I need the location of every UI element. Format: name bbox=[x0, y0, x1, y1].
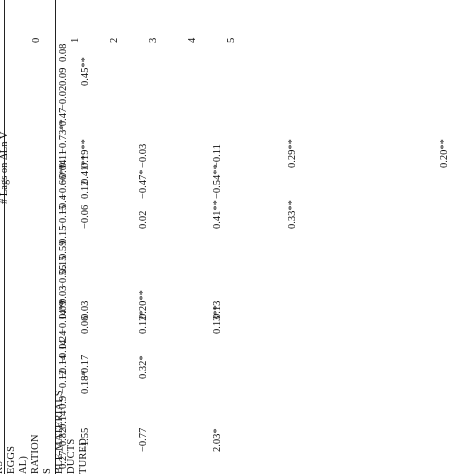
cell-lag2: 0.02 bbox=[138, 210, 149, 229]
cell-lag3: −0.54** bbox=[212, 164, 223, 199]
cell-lag4: 0.29** bbox=[287, 139, 298, 168]
row-label: RATION bbox=[30, 434, 41, 474]
cell-lag3: 0.13** bbox=[212, 305, 223, 334]
cell-lag0: 0.14 bbox=[58, 410, 69, 429]
cell-lag1: 0.06 bbox=[80, 315, 91, 334]
cell-lag2: 0.32* bbox=[138, 355, 149, 379]
row-label: AL) bbox=[18, 455, 29, 474]
lag-header-1: 1 bbox=[70, 37, 81, 43]
cell-lag0: −0.66** bbox=[58, 164, 69, 199]
lag-header-4: 4 bbox=[187, 37, 198, 43]
cell-lag0: −0.02 bbox=[58, 85, 69, 110]
cell-lag1: 0.12 bbox=[80, 180, 91, 199]
cell-lag2: −0.77 bbox=[138, 427, 149, 452]
cell-lag0: −0.12 bbox=[58, 369, 69, 394]
cell-lag0: −0.73** bbox=[58, 119, 69, 154]
cell-lag0: 0.09 bbox=[58, 67, 69, 86]
cell-lag0: 0.9 bbox=[58, 395, 69, 409]
row-label: EGGS bbox=[6, 445, 17, 474]
cell-lag1: −0.06 bbox=[80, 204, 91, 229]
cell-lag2: −0.47* bbox=[138, 169, 149, 199]
cell-lag1: 0.18* bbox=[80, 370, 91, 394]
cell-lag5: 0.20** bbox=[439, 139, 450, 168]
cell-lag3: 0.41** bbox=[212, 200, 223, 229]
cell-lag0: 0.27 bbox=[58, 450, 69, 469]
cell-lag1: −1.55 bbox=[80, 427, 91, 452]
lags-header: # Lags on ΔLn V bbox=[0, 131, 10, 204]
cell-lag0: −0.82 bbox=[58, 427, 69, 452]
lag-header-2: 2 bbox=[109, 37, 120, 43]
cell-lag0: −0.14** bbox=[58, 299, 69, 334]
row-label: S bbox=[42, 467, 53, 474]
lag-header-0: 0 bbox=[31, 37, 42, 43]
lag-header-5: 5 bbox=[226, 37, 237, 43]
cell-lag4: 0.33** bbox=[287, 200, 298, 229]
cell-lag3: 2.03* bbox=[212, 428, 223, 452]
cell-lag2: −0.03 bbox=[138, 143, 149, 168]
cell-lag1: 0.45** bbox=[80, 57, 91, 86]
top-rule bbox=[4, 0, 5, 474]
lag-header-3: 3 bbox=[148, 37, 159, 43]
cell-lag0: 0.08 bbox=[58, 43, 69, 62]
cell-lag2: 0.12* bbox=[138, 310, 149, 334]
